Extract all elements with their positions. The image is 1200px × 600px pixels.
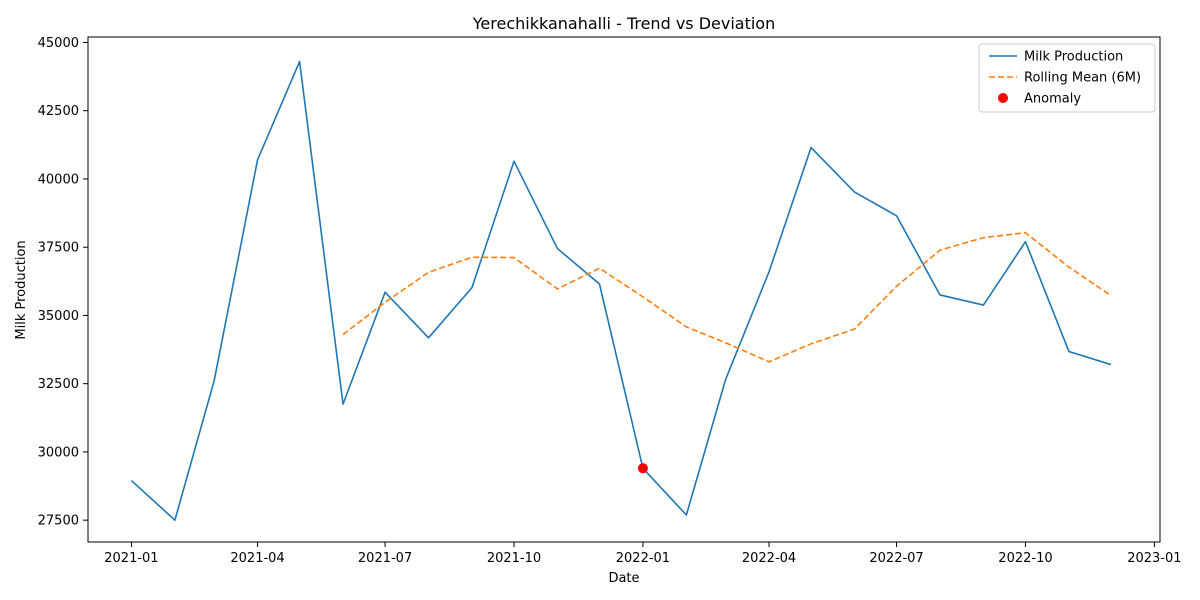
y-tick-label: 37500 <box>38 241 79 256</box>
legend-box <box>978 43 1156 113</box>
y-tick-label: 32500 <box>38 377 79 392</box>
series-line-milk-production <box>130 60 1112 521</box>
x-tick-label: 2021-04 <box>230 551 284 566</box>
legend-label-anomaly: Anomaly <box>1024 92 1081 107</box>
legend-label-rolling-mean: Rolling Mean (6M) <box>1024 71 1141 86</box>
x-tick-label: 2023-01 <box>1127 551 1181 566</box>
x-tick-label: 2021-10 <box>487 551 541 566</box>
x-tick-label: 2021-01 <box>104 551 158 566</box>
x-tick-label: 2022-10 <box>998 551 1052 566</box>
y-tick-label: 45000 <box>38 36 79 51</box>
legend-label-milk-production: Milk Production <box>1024 50 1123 65</box>
x-axis-label: Date <box>608 571 639 586</box>
y-tick-label: 40000 <box>38 172 79 187</box>
x-axis: 2021-01 2021-04 2021-07 2021-10 2022-01 2022-… <box>104 542 1182 566</box>
y-tick-label: 42500 <box>38 104 79 119</box>
plot-area <box>130 60 1112 521</box>
x-tick-label: 2022-01 <box>616 551 670 566</box>
y-tick-label: 35000 <box>38 309 79 324</box>
legend: Milk Production Rolling Mean (6M) Anomal… <box>978 43 1156 113</box>
x-tick-label: 2021-07 <box>358 551 412 566</box>
series-line-rolling-mean <box>342 231 1112 363</box>
anomaly-point <box>637 463 648 474</box>
x-tick-label: 2022-07 <box>869 551 923 566</box>
y-tick-label: 30000 <box>38 445 79 460</box>
y-axis-label: Milk Production <box>14 240 29 339</box>
chart-title: Yerechikkanahalli - Trend vs Deviation <box>472 14 775 33</box>
x-tick-label: 2022-04 <box>742 551 796 566</box>
axes-frame <box>87 36 1161 543</box>
y-axis: 27500 30000 32500 35000 37500 40000 42500 45000 <box>38 36 88 529</box>
legend-swatch-anomaly <box>998 93 1008 103</box>
y-tick-label: 27500 <box>38 514 79 529</box>
